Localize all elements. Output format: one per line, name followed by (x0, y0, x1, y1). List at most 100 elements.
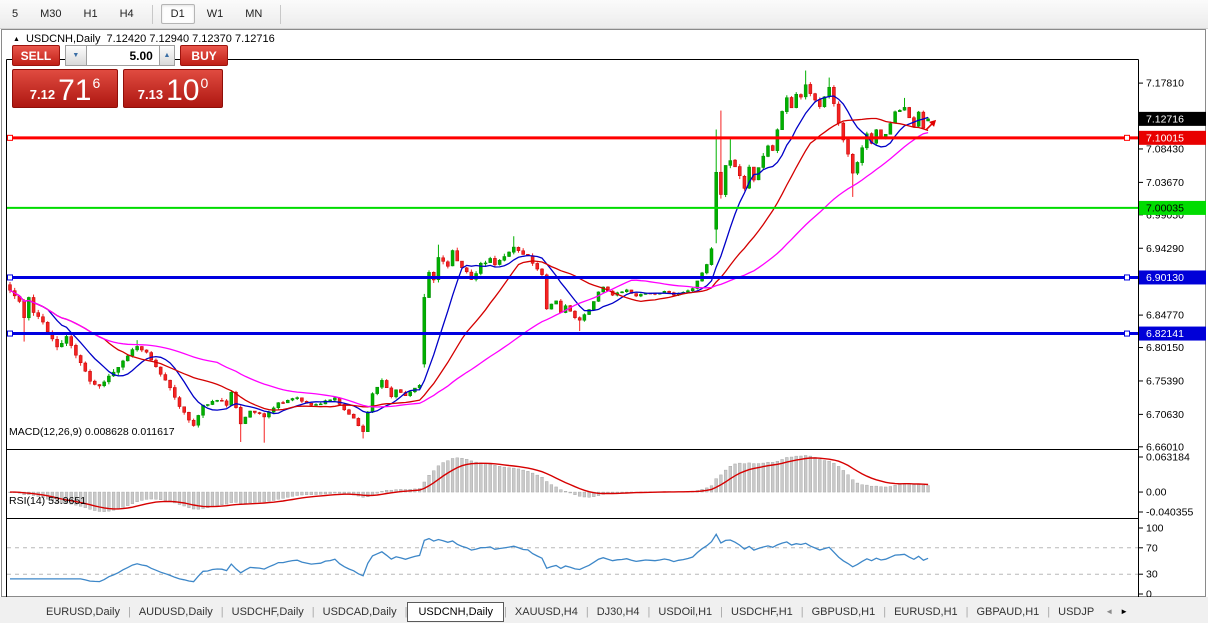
macd-histogram-bar (521, 469, 525, 493)
chart-tab-eurusd-h1[interactable]: EURUSD,H1 (894, 605, 958, 618)
volume-decrease-button[interactable]: ▼ (64, 45, 87, 66)
macd-histogram-bar (276, 491, 280, 500)
timeframe-button-mn[interactable]: MN (245, 8, 263, 20)
macd-histogram-bar (827, 460, 831, 493)
line-handle[interactable] (1124, 274, 1130, 281)
price-tick-label: 6.80150 (1146, 342, 1184, 354)
chart-tab-dj30-h4[interactable]: DJ30,H4 (596, 605, 640, 618)
macd-histogram-bar (789, 456, 794, 493)
horizontal-line-7.10015[interactable] (7, 134, 1138, 141)
macd-histogram-bar (535, 474, 539, 493)
macd-histogram-bar (483, 463, 488, 493)
line-handle[interactable] (7, 330, 13, 337)
horizontal-line-6.9013[interactable] (7, 274, 1138, 281)
macd-histogram-bar (248, 491, 252, 504)
price-badge (1139, 326, 1206, 341)
macd-histogram-bar (559, 489, 563, 493)
price-badge-label: 7.10015 (1146, 132, 1184, 144)
macd-histogram-bar (455, 457, 459, 493)
macd-histogram-bar (144, 491, 149, 500)
timeframe-button-5[interactable]: 5 (12, 8, 19, 20)
macd-histogram-bar (851, 479, 855, 493)
chart-tab-usdjp[interactable]: USDJP (1058, 605, 1095, 618)
macd-histogram-bar (714, 478, 718, 493)
tab-separator: | (883, 605, 887, 618)
line-handle[interactable] (1124, 330, 1130, 337)
horizontal-line-6.82141[interactable] (7, 330, 1138, 337)
timeframe-button-d1[interactable]: D1 (160, 4, 195, 24)
macd-histogram-bar (163, 491, 167, 501)
chart-tab-gbpusd-h1[interactable]: GBPUSD,H1 (811, 605, 876, 618)
tab-separator: | (1047, 605, 1051, 618)
price-badge (1139, 270, 1206, 285)
tab-separator: | (404, 605, 408, 618)
chart-tab-audusd-daily[interactable]: AUDUSD,Daily (138, 605, 213, 618)
line-handle[interactable] (1124, 134, 1130, 141)
price-badge-label: 6.90130 (1146, 272, 1184, 284)
macd-histogram-bar (738, 462, 742, 493)
macd-histogram-bar (818, 459, 822, 493)
macd-histogram-bar (502, 466, 506, 493)
timeframe-button-m30[interactable]: M30 (40, 8, 62, 20)
macd-label: MACD(12,26,9) 0.008628 0.011617 (9, 426, 175, 438)
volume-input[interactable] (86, 45, 160, 66)
macd-histogram-bar (154, 491, 158, 500)
price-badge (1139, 200, 1206, 215)
chart-title: ▲ USDCNH,Daily 7.12420 7.12940 7.12370 7… (13, 33, 275, 45)
timeframe-button-h1[interactable]: H1 (83, 8, 98, 20)
macd-histogram-bar (281, 491, 285, 499)
price-axis[interactable]: 7.178107.084307.036706.990506.942906.847… (1139, 78, 1206, 597)
chart-tab-usdcad-daily[interactable]: USDCAD,Daily (322, 605, 397, 618)
tab-separator: | (311, 605, 315, 618)
timeframe-button-h4[interactable]: H4 (119, 8, 134, 20)
macd-histogram-bar (869, 485, 874, 493)
buy-price-display[interactable]: 7.13 10 0 (123, 69, 223, 108)
collapse-arrow-icon[interactable]: ▲ (13, 35, 20, 43)
macd-histogram-bar (83, 491, 87, 508)
tab-scroll-left-icon[interactable]: ◄ (1105, 607, 1114, 616)
macd-histogram-bar (220, 491, 224, 505)
macd-histogram-bar (799, 455, 803, 493)
macd-histogram-bar (568, 491, 572, 494)
macd-histogram-bar (804, 455, 808, 493)
tab-scroll-right-icon[interactable]: ► (1120, 607, 1129, 616)
macd-histogram-bar (512, 467, 516, 493)
sell-price-big: 71 (58, 74, 92, 107)
macd-histogram-bar (79, 491, 83, 507)
macd-histogram-bar (450, 458, 455, 493)
macd-histogram-bar (234, 491, 238, 503)
line-handle[interactable] (7, 134, 13, 141)
buy-button[interactable]: BUY (180, 45, 228, 66)
chart-tab-usdcnh-daily[interactable]: USDCNH,Daily (407, 601, 505, 622)
macd-histogram-bar (498, 466, 502, 493)
macd-histogram-bar (888, 486, 892, 493)
volume-increase-button[interactable]: ▲ (159, 45, 176, 66)
macd-histogram-bar (206, 491, 210, 508)
macd-tick-label: 0.00 (1146, 487, 1167, 499)
line-handle[interactable] (7, 274, 13, 281)
macd-histogram-bar (921, 485, 925, 493)
macd-histogram-bar (130, 491, 135, 504)
macd-histogram-bar (97, 491, 102, 512)
chart-tab-gbpaud-h1[interactable]: GBPAUD,H1 (976, 605, 1040, 618)
chart-canvas[interactable]: 7.178107.084307.036706.990506.942906.847… (0, 29, 1208, 597)
chart-tab-eurusd-daily[interactable]: EURUSD,Daily (46, 605, 120, 618)
price-badge (1139, 111, 1206, 126)
chart-tab-usdchf-daily[interactable]: USDCHF,Daily (231, 605, 304, 618)
macd-histogram-bar (366, 491, 370, 497)
macd-histogram-bar (257, 491, 262, 503)
chart-tab-usdoil-h1[interactable]: USDOil,H1 (658, 605, 713, 618)
timeframe-button-w1[interactable]: W1 (206, 8, 224, 20)
chevron-down-icon: ▼ (72, 52, 80, 59)
sell-button[interactable]: SELL (12, 45, 60, 66)
chart-window-border (1, 29, 1206, 597)
chart-tab-usdchf-h1[interactable]: USDCHF,H1 (731, 605, 793, 618)
chart-tab-xauusd-h4[interactable]: XAUUSD,H4 (514, 605, 578, 618)
sell-price-display[interactable]: 7.12 71 6 (12, 69, 118, 108)
macd-tick-label: 0.063184 (1146, 452, 1190, 464)
chart-window: 7.17810 7.08430 7.03670 6.99050 6.94290 6.847… (0, 29, 1208, 597)
macd-histogram-bar (229, 491, 233, 503)
macd-histogram-bar (488, 463, 492, 493)
macd-histogram-bar (474, 461, 478, 493)
